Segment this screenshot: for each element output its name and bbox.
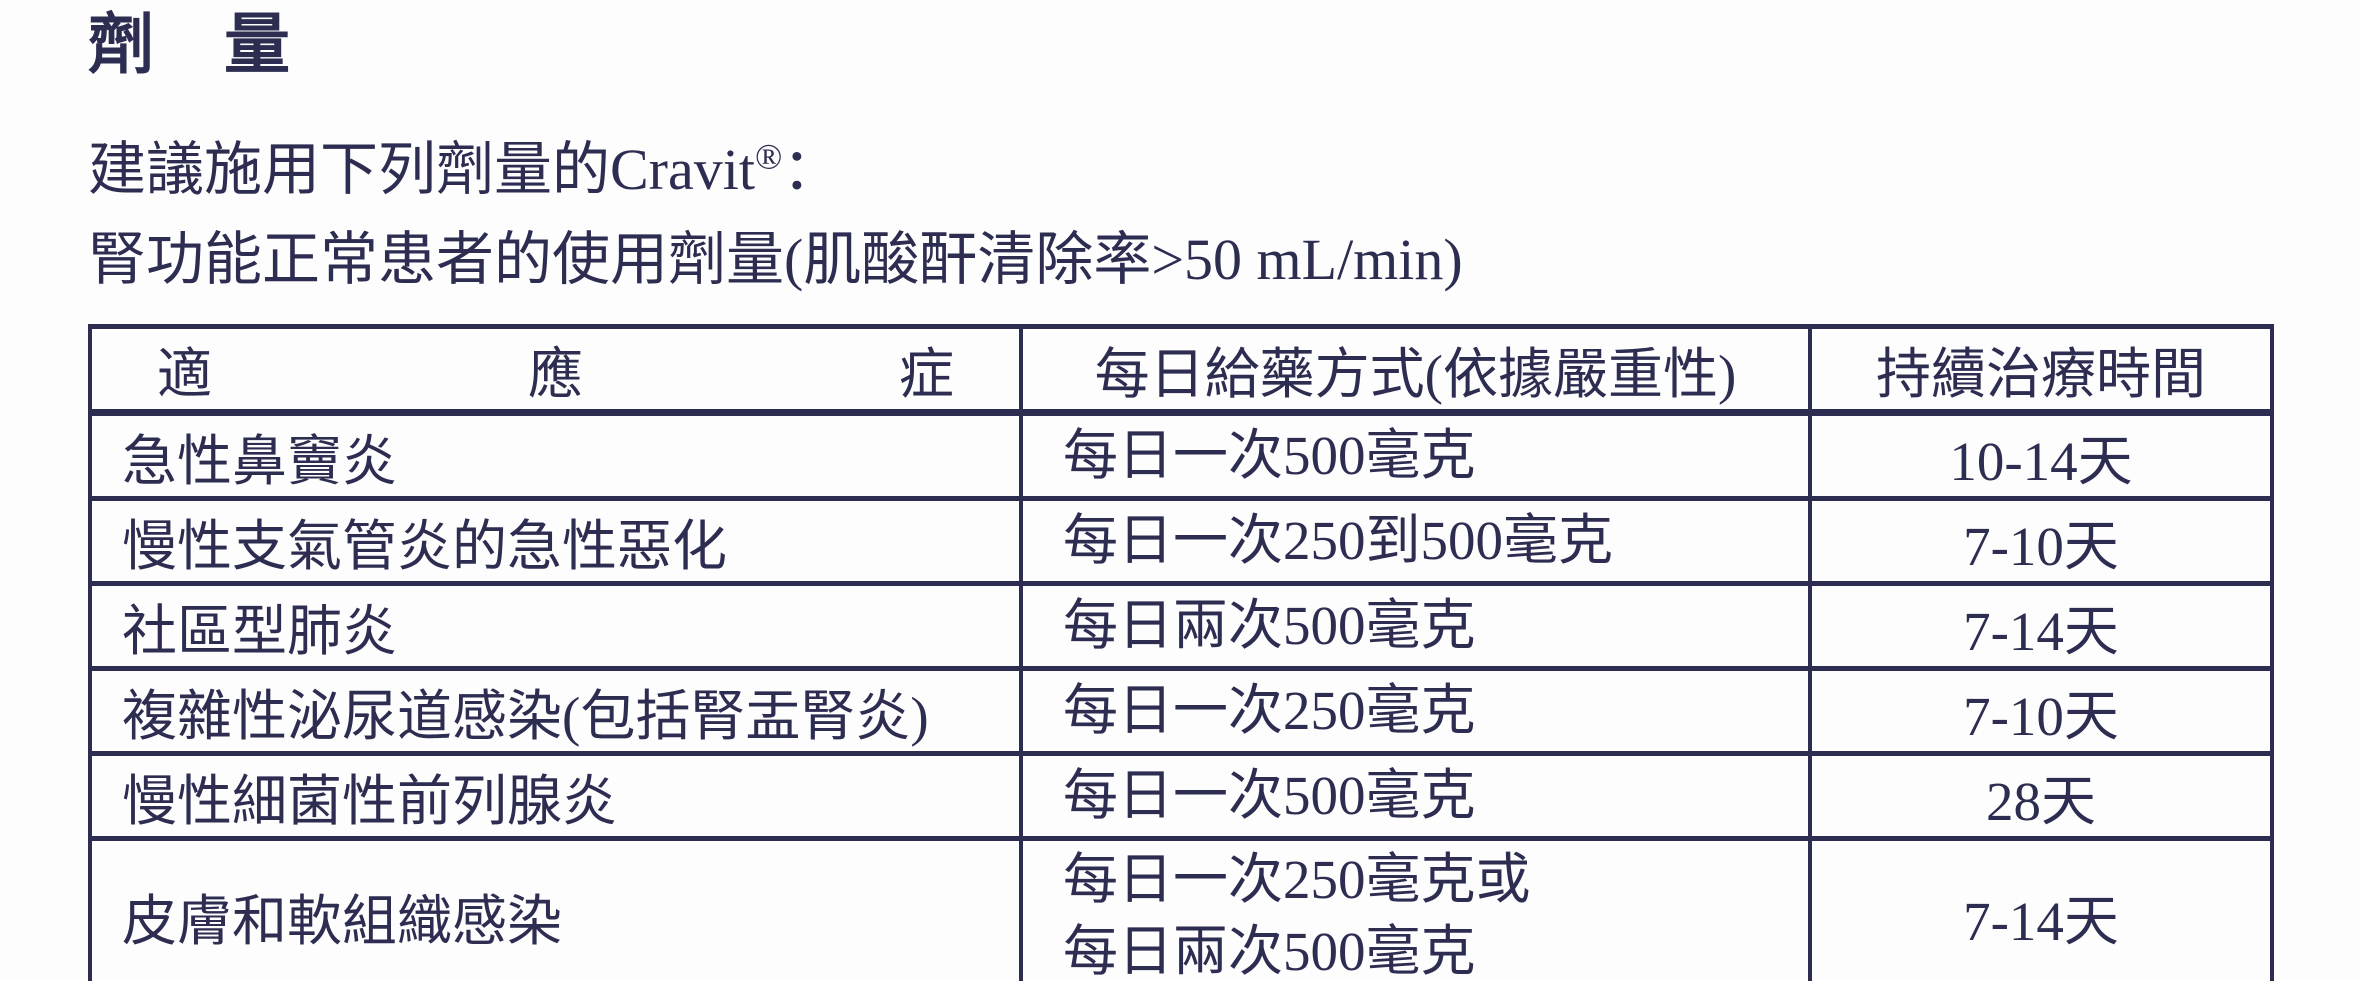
header-indication-char: 適 [157,344,213,405]
dosage-subtitle: 腎功能正常患者的使用劑量(肌酸酐清除率>50 mL/min) [88,227,1463,292]
dosage-cell: 每日一次250到500毫克 [1019,496,1812,586]
table-row: 社區型肺炎 每日兩次500毫克 7-14天 [88,581,2274,671]
header-indication-char: 症 [898,344,954,405]
indication-cell: 慢性支氣管炎的急性惡化 [88,496,1023,586]
table-header-row: 適 應 症 每日給藥方式(依據嚴重性) 持續治療時間 [88,324,2274,416]
table-row: 複雜性泌尿道感染(包括腎盂腎炎) 每日一次250毫克 7-10天 [88,666,2274,756]
indication-cell: 複雜性泌尿道感染(包括腎盂腎炎) [88,666,1023,756]
page-title: 劑 量 [88,7,292,81]
duration-cell: 7-10天 [1808,666,2274,756]
indication-cell: 社區型肺炎 [88,581,1023,671]
registered-trademark-symbol: ® [754,136,783,177]
duration-cell: 7-14天 [1808,581,2274,671]
dosage-cell: 每日一次250毫克或 每日兩次500毫克 [1019,836,1812,981]
duration-cell: 7-10天 [1808,496,2274,586]
header-indication: 適 應 症 [88,324,1023,416]
table-row: 急性鼻竇炎 每日一次500毫克 10-14天 [88,410,2274,501]
dosage-cell: 每日一次250毫克 [1019,666,1812,756]
intro-text: 建議施用下列劑量的Cravit [88,137,755,202]
indication-cell: 急性鼻竇炎 [88,410,1023,501]
dosage-cell: 每日一次500毫克 [1019,751,1812,841]
header-indication-char: 應 [527,344,583,405]
duration-cell: 10-14天 [1808,410,2274,501]
intro-line: 建議施用下列劑量的Cravit®： [88,138,2360,202]
table-row: 慢性細菌性前列腺炎 每日一次500毫克 28天 [88,751,2274,841]
duration-cell: 7-14天 [1808,836,2274,981]
header-dosage: 每日給藥方式(依據嚴重性) [1019,324,1812,416]
dosage-cell: 每日兩次500毫克 [1019,581,1812,671]
table-row: 皮膚和軟組織感染 每日一次250毫克或 每日兩次500毫克 7-14天 [88,836,2274,981]
indication-cell: 慢性細菌性前列腺炎 [88,751,1023,841]
header-indication-spread: 適 應 症 [92,329,1019,409]
dosage-table: 適 應 症 每日給藥方式(依據嚴重性) 持續治療時間 急性鼻竇炎 每日一次500… [88,324,2274,981]
intro-colon: ： [782,137,841,202]
header-duration: 持續治療時間 [1808,324,2274,416]
duration-cell: 28天 [1808,751,2274,841]
table-row: 慢性支氣管炎的急性惡化 每日一次250到500毫克 7-10天 [88,496,2274,586]
indication-cell: 皮膚和軟組織感染 [88,836,1023,981]
dosage-cell: 每日一次500毫克 [1019,410,1812,501]
